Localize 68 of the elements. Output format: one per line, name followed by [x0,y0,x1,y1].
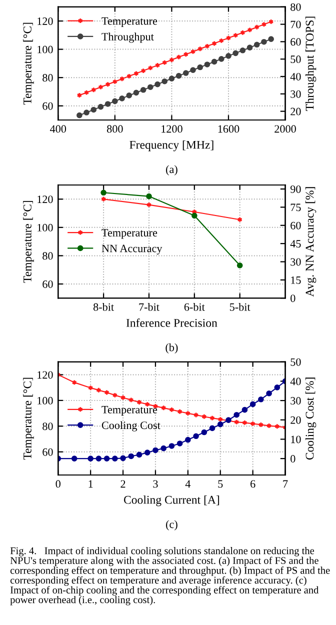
x-tick-label: 2000 [274,125,296,133]
y-tick-label: 100 [38,396,53,404]
x-tick-label: 1 [88,480,93,488]
x-tick-label: 1600 [218,125,240,133]
x-tick-label: 5-bit [230,302,250,311]
y2-tick-label: 15 [291,276,301,284]
x-tick-label: 400 [50,125,66,133]
y2-tick-label: 90 [290,185,301,193]
y2-tick-label: 75 [290,204,301,212]
y2-tick-label: 30 [290,90,301,98]
legend-label: Temperature [102,17,158,28]
y-axis-title: Temperature [°C] [23,378,34,460]
y2-tick-label: 60 [290,222,301,230]
x-tick-label: 1200 [162,125,182,133]
y2-tick-label: 30 [290,258,301,266]
y-tick-label: 120 [38,371,53,379]
text: (b) [166,343,178,354]
y-tick-label: 120 [38,17,53,25]
y2-tick-label: 50 [290,56,301,64]
y-axis-title: Temperature [°C] [23,200,34,283]
y2-tick-label: 45 [290,240,301,248]
legend-label: Temperature [102,406,158,416]
legend-label: NN Accuracy [102,244,162,254]
y2-axis-title: Cooling Cost [%] [305,378,316,460]
y-axis-title: Temperature [°C] [23,22,34,105]
x-tick-label: 5 [218,480,223,488]
y2-tick-label: 20 [290,108,301,116]
x-axis-title: Inference Precision [126,318,218,327]
x-tick-label: 4 [185,480,191,488]
y2-tick-label: 80 [290,3,301,11]
y-tick-label: 80 [42,252,53,260]
x-tick-label: 2 [120,480,126,488]
x-tick-label: 7 [283,480,288,488]
y2-tick-label: 40 [290,378,301,386]
x-axis-title: Frequency [MHz] [130,140,214,152]
legend-label: Throughput [102,32,154,43]
x-tick-label: 7-bit [139,302,160,311]
text: (a) [166,165,178,176]
y2-tick-label: 70 [290,20,301,28]
y-tick-label: 60 [42,102,53,110]
y-tick-label: 80 [42,422,53,430]
y2-tick-label: 20 [290,416,301,424]
y-tick-label: 120 [38,196,53,204]
y2-tick-label: 50 [290,358,301,366]
legend-label: Temperature [102,229,158,239]
x-tick-label: 6-bit [184,302,205,311]
y2-tick-label: 40 [290,72,301,80]
x-axis-title: Cooling Current [A] [124,495,220,506]
caption: Fig. 4. Impact of individual cooling solutions standalone on reducing the NPU's temperature along with the associated cost. (a) Impact of FS and the corresponding effect on temperature and throughput. (b) Impact of PS and the corresponding effect on temperature and average inference accuracy. (c) Impact of on-chip cooling and the corresponding effect on temperature and power overhead (i.e., cooling cost). [10,546,330,606]
y-tick-label: 100 [38,224,53,232]
y2-axis-title: Avg. NN Accuracy [%] [305,187,316,297]
x-tick-label: 3 [153,480,158,488]
y-tick-label: 100 [38,46,53,54]
y2-tick-label: 0 [290,455,296,463]
x-tick-label: 0 [56,480,60,488]
y2-tick-label: 0 [290,294,296,302]
y2-tick-label: 60 [290,38,301,46]
y2-tick-label: 10 [291,436,301,444]
x-tick-label: 800 [107,125,123,133]
y-tick-label: 60 [42,448,53,456]
y2-tick-label: 30 [290,397,301,405]
legend-label: Cooling Cost [102,421,160,432]
text: (c) [166,520,178,530]
y2-axis-title: Throughput [TOPS] [305,16,316,111]
x-tick-label: 8-bit [93,302,114,311]
y-tick-label: 60 [42,280,53,288]
x-tick-label: 6 [250,480,256,488]
y-tick-label: 80 [42,74,53,82]
